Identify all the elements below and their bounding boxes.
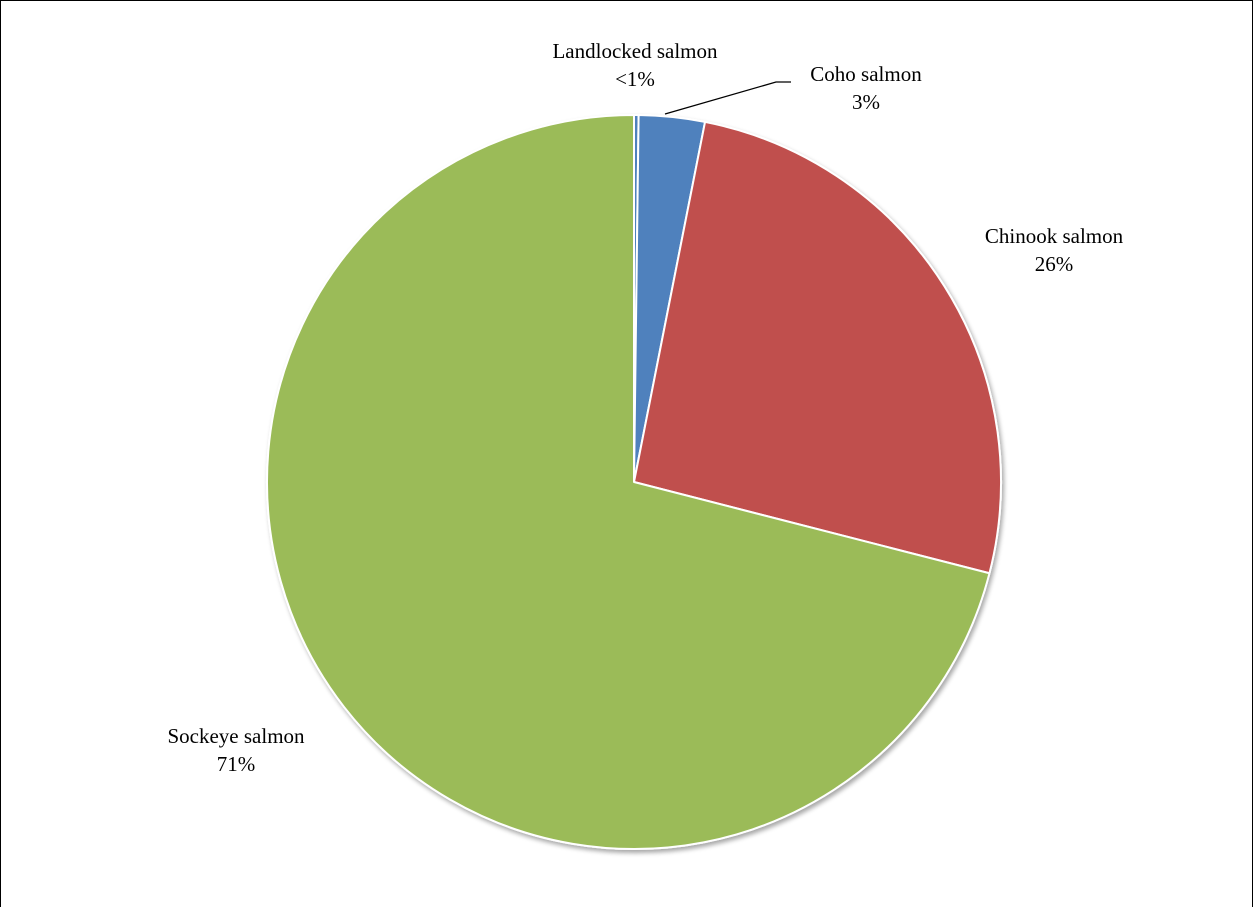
pie-slice-sockeye-salmon [266,114,991,850]
pie-labels: Landlocked salmon <1% Coho salmon 3% Chinook… [167,39,1123,776]
slice-label-name: Chinook salmon [985,224,1124,248]
slice-label-coho-salmon: Coho salmon 3% [810,62,922,114]
slice-label-percent: 71% [217,752,256,776]
pie-slice-chinook-salmon [633,120,1002,575]
slice-label-name: Sockeye salmon [167,724,305,748]
slice-label-name: Landlocked salmon [552,39,718,63]
slice-label-sockeye-salmon: Sockeye salmon 71% [167,724,305,776]
slice-label-name: Coho salmon [810,62,922,86]
leader-line-coho-salmon [664,81,791,115]
slice-label-percent: 3% [852,90,880,114]
slice-label-percent: 26% [1035,252,1074,276]
slice-label-landlocked-salmon: Landlocked salmon <1% [552,39,718,91]
pie-slices [266,114,1002,850]
slice-label-chinook-salmon: Chinook salmon 26% [985,224,1124,276]
slice-label-percent: <1% [615,67,655,91]
leader-lines [664,81,791,115]
